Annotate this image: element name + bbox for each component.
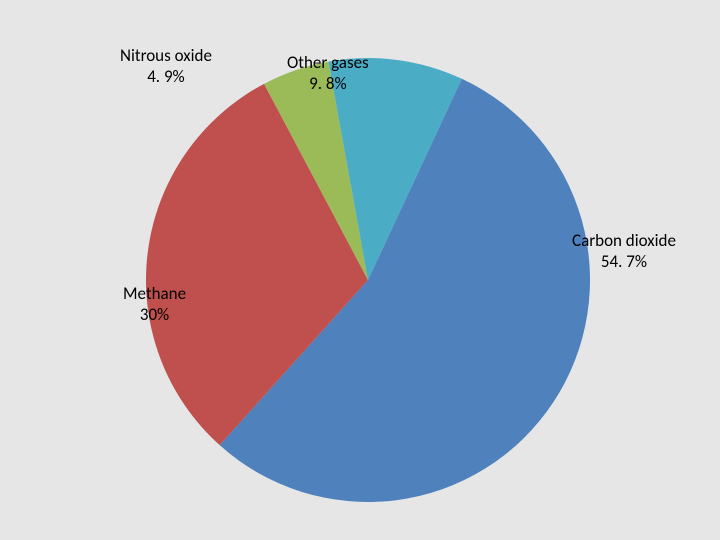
label-nitrous-oxide: Nitrous oxide 4. 9% [120, 45, 212, 88]
label-nitrous-oxide-value: 4. 9% [147, 66, 185, 87]
chart-stage: Nitrous oxide 4. 9% Other gases 9. 8% Me… [0, 0, 720, 540]
label-methane: Methane 30% [123, 283, 186, 326]
label-carbon-dioxide-name: Carbon dioxide [572, 230, 676, 251]
label-other-gases-value: 9. 8% [309, 73, 347, 94]
label-nitrous-oxide-name: Nitrous oxide [120, 45, 212, 66]
label-other-gases: Other gases 9. 8% [287, 52, 369, 95]
label-carbon-dioxide: Carbon dioxide 54. 7% [572, 230, 676, 273]
label-methane-name: Methane [123, 283, 186, 304]
label-carbon-dioxide-value: 54. 7% [601, 251, 647, 272]
pie-slices-group [146, 58, 590, 502]
label-other-gases-name: Other gases [287, 52, 369, 73]
label-methane-value: 30% [140, 304, 169, 325]
